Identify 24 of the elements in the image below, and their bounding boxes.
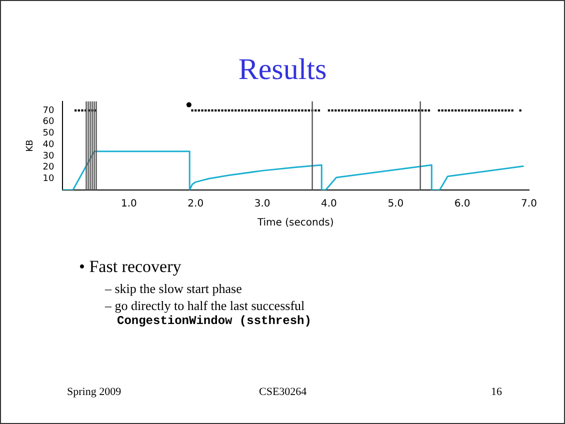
text: • Fast recovery <box>79 257 182 277</box>
y-tick-label: 20 <box>42 162 55 173</box>
text: CSE30264 <box>259 386 307 398</box>
text: 16 <box>491 386 502 398</box>
y-tick-label: 50 <box>42 128 55 139</box>
x-tick-label: 2.0 <box>188 198 204 210</box>
y-tick-label: 70 <box>42 106 55 116</box>
x-tick-label: 4.0 <box>321 198 337 210</box>
chart-title: Results <box>237 53 328 87</box>
x-axis-title: Time (seconds) <box>256 218 334 229</box>
y-tick-label: 40 <box>42 140 55 150</box>
x-tick-label: 7.0 <box>521 198 537 210</box>
x-tick-label: 6.0 <box>454 198 470 210</box>
y-tick-label: 10 <box>42 174 55 184</box>
y-tick-label: 30 <box>42 151 55 162</box>
y-axis-title: KB <box>26 140 36 152</box>
y-tick-label: 60 <box>42 117 55 128</box>
x-tick-label: 5.0 <box>388 198 404 210</box>
text: – skip the slow start phase <box>105 281 242 297</box>
text: – go directly to half the last successful <box>105 298 305 314</box>
x-tick-label: 3.0 <box>254 198 270 210</box>
text: CongestionWindow (ssthresh) <box>117 314 312 328</box>
x-tick-label: 1.0 <box>120 198 137 210</box>
text: Spring 2009 <box>67 386 122 398</box>
